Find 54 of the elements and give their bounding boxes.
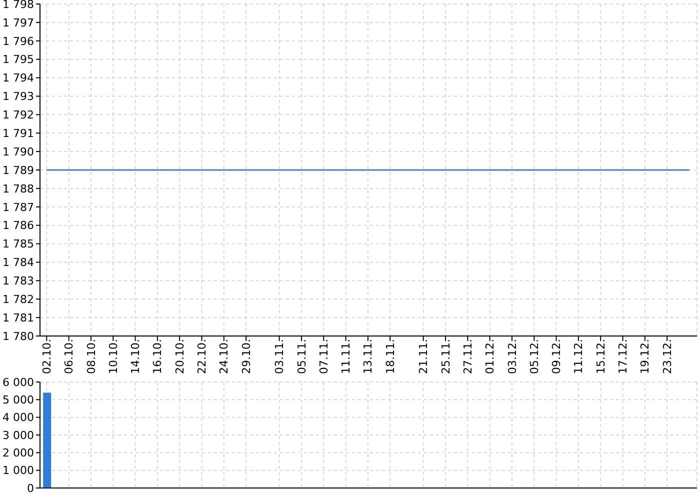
x-tick-label: 05.11. [295, 339, 308, 374]
y-tick-label: 1 795 [2, 53, 34, 66]
y-tick-label: 0 [27, 482, 34, 495]
x-tick-label: 08.10. [84, 339, 98, 374]
x-tick-label: 10.10. [106, 339, 120, 374]
x-tick-label: 06.10. [62, 339, 76, 374]
y-tick-label: 1 789 [2, 164, 34, 177]
y-tick-label: 1 000 [2, 464, 34, 478]
x-tick-label: 21.11. [417, 339, 430, 374]
y-tick-label: 1 786 [2, 219, 34, 232]
x-tick-label: 01.12. [484, 339, 497, 374]
x-tick-label: 11.12. [572, 339, 586, 374]
x-tick-label: 23.12. [660, 339, 674, 374]
x-tick-label: 05.12. [528, 339, 541, 374]
x-tick-label: 19.12. [638, 339, 652, 374]
y-tick-label: 2 000 [2, 446, 34, 460]
y-tick-label: 1 788 [2, 182, 34, 196]
y-tick-label: 1 798 [2, 0, 34, 11]
y-tick-label: 6 000 [2, 376, 34, 389]
y-tick-label: 5 000 [2, 394, 34, 407]
x-tick-label: 13.11. [362, 339, 375, 374]
y-tick-label: 1 781 [2, 311, 34, 324]
x-tick-label: 17.12. [616, 339, 630, 374]
y-tick-label: 1 780 [2, 330, 34, 343]
x-tick-label: 20.10. [173, 339, 186, 374]
y-tick-label: 3 000 [2, 428, 34, 442]
y-tick-label: 1 796 [2, 34, 34, 48]
y-tick-label: 1 792 [2, 108, 34, 122]
y-tick-label: 1 791 [2, 127, 34, 140]
x-tick-label: 07.11. [317, 339, 330, 374]
y-tick-label: 1 785 [2, 238, 34, 251]
y-tick-label: 1 793 [2, 90, 34, 104]
y-tick-label: 1 784 [2, 256, 34, 270]
x-tick-label: 29.10. [240, 339, 253, 374]
x-tick-label: 18.11. [384, 339, 397, 374]
y-tick-label: 1 787 [2, 200, 34, 214]
x-tick-label: 22.10. [196, 339, 209, 374]
x-tick-label: 09.12. [550, 339, 564, 374]
x-tick-label: 27.11. [461, 339, 474, 374]
x-tick-label: 14.10. [129, 339, 142, 374]
y-tick-label: 4 000 [2, 411, 34, 424]
y-tick-label: 1 797 [2, 16, 34, 30]
x-tick-label: 25.11. [439, 339, 452, 374]
x-tick-label: 24.10. [218, 339, 231, 374]
x-tick-label: 03.11. [273, 339, 286, 374]
y-tick-label: 1 790 [2, 145, 34, 158]
x-tick-label: 16.10. [151, 339, 164, 374]
x-tick-label: 15.12. [594, 339, 608, 374]
y-tick-label: 1 782 [2, 293, 34, 306]
y-tick-label: 1 783 [2, 274, 34, 288]
y-tick-label: 1 794 [2, 72, 34, 85]
x-tick-label: 02.10. [40, 339, 54, 374]
x-tick-label: 11.11. [340, 339, 353, 374]
x-tick-label: 03.12. [506, 339, 519, 374]
